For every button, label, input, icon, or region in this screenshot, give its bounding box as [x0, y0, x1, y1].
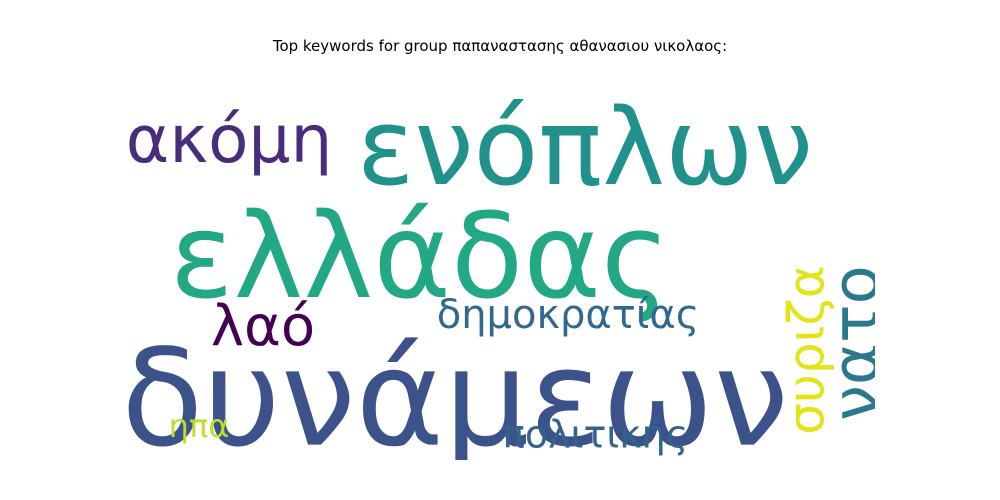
word-3: ακόμη [126, 101, 333, 178]
word-5: νατο [820, 265, 875, 421]
word-8: πολιτικής [502, 413, 688, 457]
word-0: ενόπλων [357, 86, 813, 209]
word-2: δυνάμεων [125, 321, 789, 460]
word-4: συριζα [778, 265, 836, 434]
word-9: ηπα [169, 407, 230, 445]
word-1: ελλάδας [170, 187, 670, 325]
word-7: δημοκρατίας [437, 292, 700, 338]
wordcloud-canvas: ενόπλων ελλάδας δυνάμεων ακόμη συριζα νατο λαό… [125, 60, 875, 460]
chart-title: Top keywords for group παπαναστασης αθαν… [272, 37, 728, 55]
word-6: λαό [211, 294, 315, 359]
